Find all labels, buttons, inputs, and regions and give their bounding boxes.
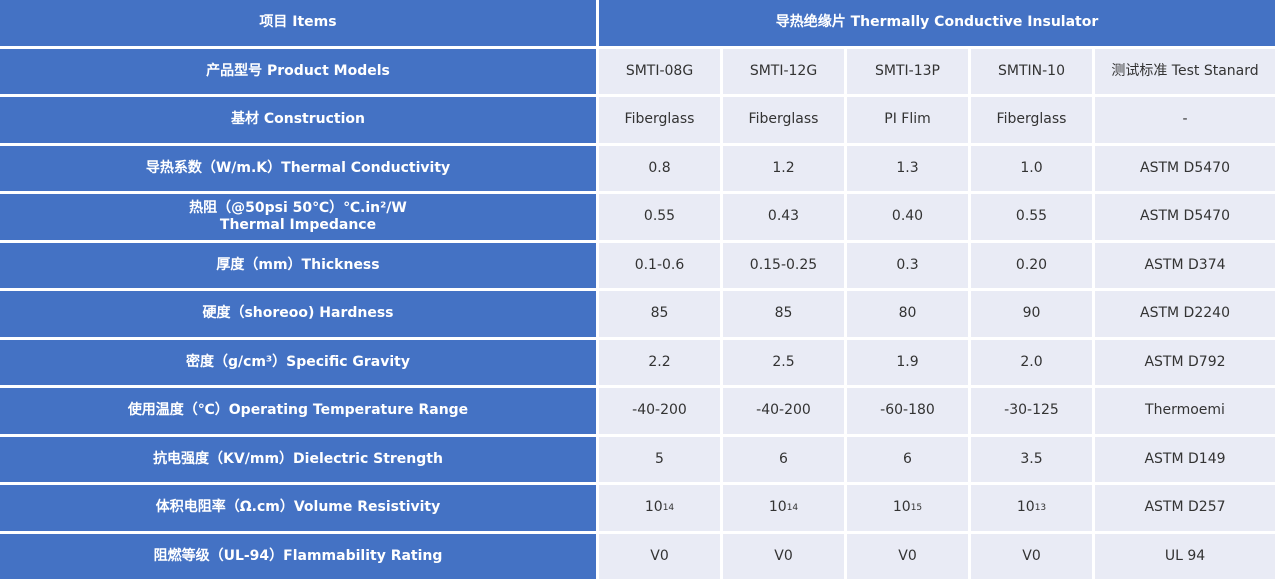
table-cell: Fiberglass xyxy=(971,97,1092,143)
row-label: 硬度（shoreoo) Hardness xyxy=(0,291,596,337)
table-cell: 6 xyxy=(723,436,844,482)
table-cell: 80 xyxy=(847,291,968,337)
table-cell: ASTM D257 xyxy=(1095,485,1275,531)
table-cell: V0 xyxy=(847,533,968,579)
row-label-text: 热阻（@50psi 50℃）℃.in²/W xyxy=(189,199,407,216)
table-cell: SMTI-12G xyxy=(723,48,844,94)
value-base: 10 xyxy=(1016,499,1035,516)
row-label: 热阻（@50psi 50℃）℃.in²/W Thermal Impedance xyxy=(0,194,596,240)
table-cell: 85 xyxy=(723,291,844,337)
row-label-text: 厚度（mm）Thickness xyxy=(216,256,380,273)
row-label-text: 使用温度（℃）Operating Temperature Range xyxy=(127,402,469,419)
row-label: 密度（g/cm³）Specific Gravity xyxy=(0,339,596,385)
table-cell: 0.15-0.25 xyxy=(723,242,844,288)
table-cell: 0.55 xyxy=(971,194,1092,240)
table-cell: PI Flim xyxy=(847,97,968,143)
table-cell: ASTM D374 xyxy=(1095,242,1275,288)
table-cell: 测试标准 Test Stanard xyxy=(1095,48,1275,94)
row-label-text: 抗电强度（KV/mm）Dielectric Strength xyxy=(153,450,443,467)
table-cell: ASTM D5470 xyxy=(1095,194,1275,240)
table-cell: 10 15 xyxy=(847,485,968,531)
table-cell: SMTIN-10 xyxy=(971,48,1092,94)
header-items: 项目 Items xyxy=(0,0,596,46)
row-label-text: 阻燃等级（UL-94）Flammability Rating xyxy=(153,547,443,564)
row-label-text: 体积电阻率（Ω.cm）Volume Resistivity xyxy=(155,499,441,516)
row-label: 导热系数（W/m.K）Thermal Conductivity xyxy=(0,145,596,191)
table-cell: - xyxy=(1095,97,1275,143)
row-label: 使用温度（℃）Operating Temperature Range xyxy=(0,388,596,434)
value-base: 10 xyxy=(768,499,787,516)
table-cell: V0 xyxy=(723,533,844,579)
table-cell: ASTM D5470 xyxy=(1095,145,1275,191)
table-cell: Fiberglass xyxy=(723,97,844,143)
table-cell: -60-180 xyxy=(847,388,968,434)
table-cell: SMTI-13P xyxy=(847,48,968,94)
row-label: 阻燃等级（UL-94）Flammability Rating xyxy=(0,533,596,579)
table-cell: 0.55 xyxy=(599,194,720,240)
table-cell: 10 13 xyxy=(971,485,1092,531)
table-cell: 1.9 xyxy=(847,339,968,385)
row-label-text-2: Thermal Impedance xyxy=(219,216,377,233)
value-base: 10 xyxy=(892,499,911,516)
table-cell: 1.2 xyxy=(723,145,844,191)
row-label: 产品型号 Product Models xyxy=(0,48,596,94)
table-cell: -30-125 xyxy=(971,388,1092,434)
table-cell: 0.1-0.6 xyxy=(599,242,720,288)
table-cell: 90 xyxy=(971,291,1092,337)
table-cell: 6 xyxy=(847,436,968,482)
table-cell: 0.43 xyxy=(723,194,844,240)
table-cell: 2.5 xyxy=(723,339,844,385)
table-cell: 0.3 xyxy=(847,242,968,288)
table-cell: -40-200 xyxy=(599,388,720,434)
row-label: 抗电强度（KV/mm）Dielectric Strength xyxy=(0,436,596,482)
table-cell: UL 94 xyxy=(1095,533,1275,579)
table-cell: ASTM D2240 xyxy=(1095,291,1275,337)
row-label: 基材 Construction xyxy=(0,97,596,143)
table-cell: 0.20 xyxy=(971,242,1092,288)
table-cell: 10 14 xyxy=(723,485,844,531)
table-cell: 10 14 xyxy=(599,485,720,531)
table-cell: 2.0 xyxy=(971,339,1092,385)
header-product-group: 导热绝缘片 Thermally Conductive Insulator xyxy=(599,0,1275,46)
row-label-text: 产品型号 Product Models xyxy=(206,62,390,79)
table-cell: 0.40 xyxy=(847,194,968,240)
table-cell: 85 xyxy=(599,291,720,337)
table-cell: V0 xyxy=(971,533,1092,579)
row-label-text: 密度（g/cm³）Specific Gravity xyxy=(186,353,410,370)
table-cell: 3.5 xyxy=(971,436,1092,482)
table-cell: 5 xyxy=(599,436,720,482)
row-label-text: 导热系数（W/m.K）Thermal Conductivity xyxy=(145,159,451,176)
table-cell: Fiberglass xyxy=(599,97,720,143)
row-label: 体积电阻率（Ω.cm）Volume Resistivity xyxy=(0,485,596,531)
table-cell: 2.2 xyxy=(599,339,720,385)
table-cell: -40-200 xyxy=(723,388,844,434)
row-label-text: 基材 Construction xyxy=(230,111,365,128)
row-label-text: 硬度（shoreoo) Hardness xyxy=(202,305,394,322)
table-cell: 1.3 xyxy=(847,145,968,191)
table-cell: V0 xyxy=(599,533,720,579)
row-label: 厚度（mm）Thickness xyxy=(0,242,596,288)
table-cell: ASTM D149 xyxy=(1095,436,1275,482)
table-cell: ASTM D792 xyxy=(1095,339,1275,385)
value-base: 10 xyxy=(644,499,663,516)
table-cell: 1.0 xyxy=(971,145,1092,191)
table-cell: Thermoemi xyxy=(1095,388,1275,434)
table-cell: SMTI-08G xyxy=(599,48,720,94)
table-cell: 0.8 xyxy=(599,145,720,191)
